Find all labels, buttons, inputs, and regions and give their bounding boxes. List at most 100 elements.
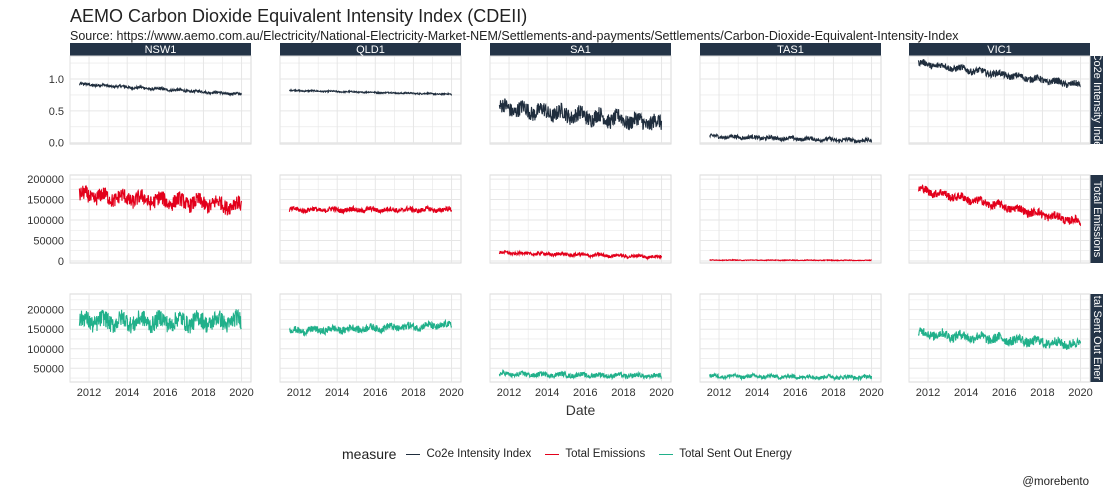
row-strip-total-sent-out-energy [1090, 294, 1103, 382]
x-tick-label-vic1-2014: 2014 [954, 387, 978, 399]
series-line-co2e-intensity-index-tas1 [709, 132, 873, 144]
facet-strip-qld1 [280, 43, 461, 56]
facet-strip-tas1 [700, 43, 881, 56]
series-line-total-sent-out-energy-nsw1 [78, 309, 242, 334]
legend-item-co2e: Co2e Intensity Index [406, 448, 531, 460]
x-tick-label-sa1-2014: 2014 [535, 387, 559, 399]
panel-frame [279, 174, 462, 264]
panel-total-emissions-nsw1 [69, 174, 252, 264]
facet-strip-label-qld1: QLD1 [356, 44, 385, 56]
y-tick-label-total-sent-out-energy-2: 150000 [27, 324, 64, 336]
legend-label-energy: Total Sent Out Energy [679, 448, 792, 460]
series-line-co2e-intensity-index-nsw1 [78, 81, 242, 97]
y-tick-label-co2e-intensity-index-1: 0.5 [49, 106, 64, 118]
panel-co2e-intensity-index-sa1 [489, 55, 672, 145]
row-strip-label-total-emissions: Total Emissions [1091, 181, 1103, 258]
x-tick-label-nsw1-2020: 2020 [229, 387, 253, 399]
x-tick-label-qld1-2014: 2014 [325, 387, 349, 399]
panel-co2e-intensity-index-nsw1 [69, 55, 252, 145]
y-tick-label-total-emissions-1: 50000 [33, 235, 64, 247]
facet-strip-sa1 [490, 43, 671, 56]
facet-strip-nsw1 [70, 43, 251, 56]
x-tick-label-vic1-2016: 2016 [992, 387, 1016, 399]
facet-strip-label-vic1: VIC1 [987, 44, 1011, 56]
x-tick-label-nsw1-2018: 2018 [191, 387, 215, 399]
x-tick-label-nsw1-2012: 2012 [77, 387, 101, 399]
y-tick-label-co2e-intensity-index-0: 0.0 [49, 138, 64, 150]
x-tick-label-sa1-2020: 2020 [649, 387, 673, 399]
y-tick-label-total-emissions-4: 200000 [27, 174, 64, 186]
x-tick-label-tas1-2016: 2016 [783, 387, 807, 399]
x-tick-label-vic1-2020: 2020 [1068, 387, 1092, 399]
panel-frame [279, 293, 462, 383]
y-tick-label-total-emissions-0: 0 [58, 256, 64, 268]
y-tick-label-total-sent-out-energy-3: 200000 [27, 305, 64, 317]
x-tick-label-sa1-2018: 2018 [611, 387, 635, 399]
series-line-total-emissions-tas1 [709, 258, 872, 262]
x-tick-label-sa1-2012: 2012 [497, 387, 521, 399]
legend-item-emissions: Total Emissions [545, 448, 645, 460]
series-line-total-sent-out-energy-vic1 [917, 327, 1082, 350]
panel-total-sent-out-energy-qld1 [279, 293, 462, 383]
series-line-total-sent-out-energy-qld1 [288, 318, 452, 337]
x-tick-label-tas1-2014: 2014 [745, 387, 769, 399]
legend-title: measure [342, 446, 397, 462]
row-strip-label-total-sent-out-energy: tal Sent Out Ener [1091, 296, 1103, 381]
x-tick-label-tas1-2012: 2012 [707, 387, 731, 399]
caption: @morebento [1022, 476, 1089, 488]
panel-frame [699, 174, 882, 264]
legend-item-energy: Total Sent Out Energy [659, 448, 792, 460]
series-line-total-sent-out-energy-tas1 [708, 371, 873, 382]
x-axis-title: Date [566, 402, 596, 418]
panel-frame [699, 55, 882, 145]
series-line-total-emissions-vic1 [917, 184, 1082, 226]
panel-frame [699, 293, 882, 383]
chart-title: AEMO Carbon Dioxide Equivalent Intensity… [70, 6, 528, 26]
panel-total-sent-out-energy-nsw1 [69, 293, 252, 383]
facet-strip-label-tas1: TAS1 [777, 44, 804, 56]
panel-frame [69, 293, 252, 383]
series-line-total-emissions-sa1 [498, 249, 663, 261]
panel-total-emissions-tas1 [699, 174, 882, 264]
x-tick-label-nsw1-2016: 2016 [153, 387, 177, 399]
x-tick-label-qld1-2012: 2012 [287, 387, 311, 399]
series-line-co2e-intensity-index-sa1 [498, 98, 663, 131]
panel-total-sent-out-energy-sa1 [489, 293, 672, 383]
facet-strip-label-nsw1: NSW1 [145, 44, 177, 56]
row-strip-total-emissions [1090, 175, 1103, 263]
x-tick-label-vic1-2012: 2012 [916, 387, 940, 399]
panel-total-emissions-sa1 [489, 174, 672, 264]
x-tick-label-nsw1-2014: 2014 [115, 387, 139, 399]
legend: measure Co2e Intensity Index Total Emiss… [342, 444, 806, 464]
legend-swatch-emissions [545, 453, 560, 455]
series-line-total-sent-out-energy-sa1 [498, 368, 662, 381]
chart-subtitle: Source: https://www.aemo.com.au/Electric… [70, 29, 959, 43]
legend-swatch-co2e [406, 453, 421, 455]
facet-strip-vic1 [909, 43, 1090, 56]
x-tick-label-qld1-2018: 2018 [401, 387, 425, 399]
panel-frame [489, 174, 672, 264]
y-tick-label-total-emissions-3: 150000 [27, 195, 64, 207]
panel-co2e-intensity-index-tas1 [699, 55, 882, 145]
x-tick-label-qld1-2020: 2020 [439, 387, 463, 399]
x-tick-label-qld1-2016: 2016 [363, 387, 387, 399]
panel-frame [908, 55, 1091, 145]
panel-co2e-intensity-index-vic1 [908, 55, 1091, 145]
panel-frame [489, 55, 672, 145]
panel-frame [69, 174, 252, 264]
y-tick-label-total-sent-out-energy-0: 50000 [33, 363, 64, 375]
facet-strip-label-sa1: SA1 [570, 44, 591, 56]
x-tick-label-vic1-2018: 2018 [1030, 387, 1054, 399]
panel-frame [279, 55, 462, 145]
series-line-total-emissions-nsw1 [78, 184, 243, 216]
y-tick-label-total-emissions-2: 100000 [27, 215, 64, 227]
panel-frame [69, 55, 252, 145]
legend-label-co2e: Co2e Intensity Index [426, 448, 532, 460]
row-strip-co2e-intensity-index [1090, 56, 1103, 144]
x-tick-label-sa1-2016: 2016 [573, 387, 597, 399]
row-strip-label-co2e-intensity-index: Co2e Intensity Inde [1091, 53, 1103, 148]
x-tick-label-tas1-2018: 2018 [821, 387, 845, 399]
panel-frame [489, 293, 672, 383]
legend-label-emissions: Total Emissions [565, 448, 646, 460]
legend-swatch-energy [659, 453, 674, 455]
